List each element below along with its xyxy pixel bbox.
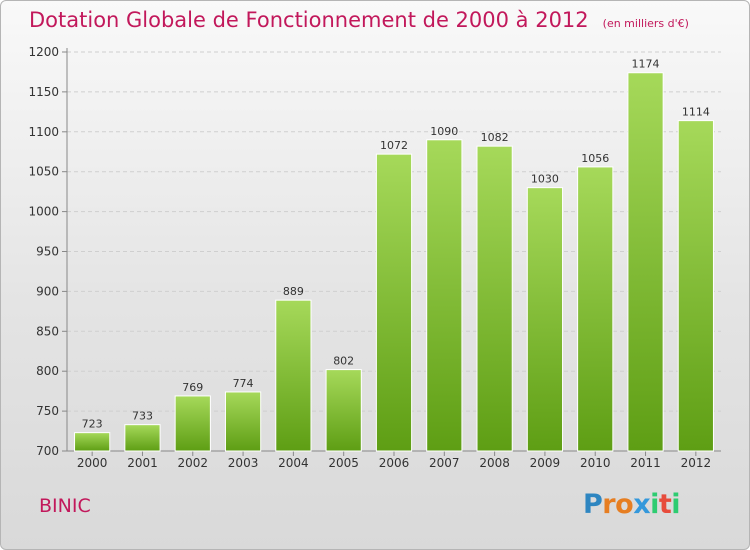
- data-label: 1082: [481, 131, 509, 144]
- chart-title-block: Dotation Globale de Fonctionnement de 20…: [29, 8, 689, 32]
- y-tick-label: 800: [36, 364, 59, 378]
- proxiti-logo: Proxiti: [583, 489, 681, 520]
- y-tick-label: 750: [36, 404, 59, 418]
- bar: [325, 369, 362, 452]
- x-tick-label: 2009: [530, 456, 561, 470]
- y-tick-label: 950: [36, 245, 59, 259]
- bar: [526, 187, 564, 452]
- bar: [577, 166, 614, 452]
- bar: [174, 395, 211, 452]
- x-tick-label: 2001: [127, 456, 158, 470]
- data-label: 1090: [430, 125, 458, 138]
- x-tick-label: 2006: [379, 456, 410, 470]
- data-label: 1114: [682, 106, 710, 119]
- logo-letter: t: [658, 489, 672, 520]
- y-tick-label: 700: [36, 444, 59, 458]
- y-tick-label: 850: [36, 324, 59, 338]
- data-label: 1056: [581, 152, 609, 165]
- logo-letter: r: [602, 489, 616, 520]
- y-tick-label: 900: [36, 284, 59, 298]
- bar: [476, 145, 513, 452]
- logo-letter: i: [671, 489, 681, 520]
- y-tick-label: 1200: [28, 45, 59, 59]
- data-label: 889: [283, 285, 304, 298]
- data-label: 723: [82, 418, 103, 431]
- chart-title: Dotation Globale de Fonctionnement de 20…: [29, 8, 589, 32]
- data-label: 769: [182, 381, 203, 394]
- y-tick-label: 1050: [28, 165, 59, 179]
- x-tick-label: 2000: [77, 456, 108, 470]
- bar: [375, 153, 413, 452]
- x-tick-label: 2003: [228, 456, 259, 470]
- logo-letter: i: [650, 489, 659, 520]
- y-tick-label: 1100: [28, 125, 59, 139]
- x-tick-label: 2004: [278, 456, 309, 470]
- bar: [627, 72, 664, 452]
- x-tick-label: 2011: [630, 456, 661, 470]
- x-tick-label: 2012: [681, 456, 712, 470]
- data-label: 733: [132, 410, 153, 423]
- y-tick-label: 1150: [28, 85, 59, 99]
- bar: [224, 391, 262, 452]
- x-tick-label: 2002: [177, 456, 208, 470]
- logo-letter: o: [615, 489, 634, 520]
- bars: [74, 72, 714, 452]
- y-tick-label: 1000: [28, 205, 59, 219]
- data-label: 1174: [632, 58, 660, 71]
- chart-unit-note: (en milliers d'€): [602, 17, 689, 30]
- bar: [124, 424, 161, 452]
- data-label: 1030: [531, 173, 559, 186]
- x-tick-label: 2007: [429, 456, 460, 470]
- data-label: 802: [333, 355, 354, 368]
- x-tick-label: 2010: [580, 456, 611, 470]
- bar: [677, 120, 714, 452]
- logo-letter: P: [583, 489, 603, 520]
- x-tick-label: 2005: [328, 456, 359, 470]
- logo-letter: x: [633, 489, 651, 520]
- bar: [275, 299, 312, 452]
- data-label: 774: [233, 377, 254, 390]
- bar: [426, 139, 463, 452]
- x-tick-label: 2008: [479, 456, 510, 470]
- commune-name: BINIC: [39, 495, 91, 517]
- data-label: 1072: [380, 139, 408, 152]
- bar: [74, 432, 111, 452]
- labels: 2000 723 2001 733 2002 769 2003 774 2004 889 2005 8…: [77, 58, 711, 470]
